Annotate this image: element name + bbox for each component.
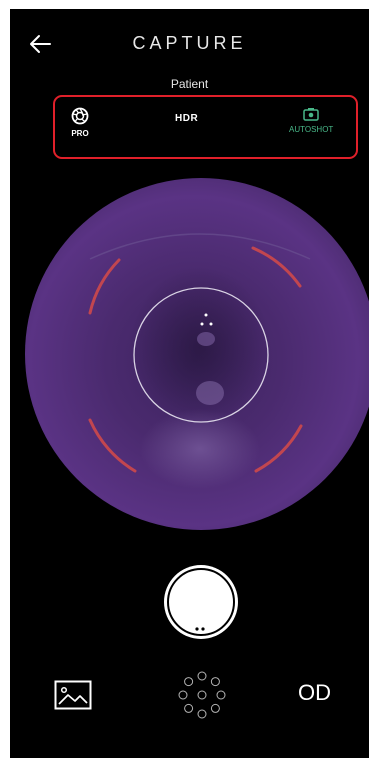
- aperture-icon: [71, 107, 89, 125]
- arrow-left-icon: [30, 35, 51, 53]
- fixation-target-button[interactable]: [174, 667, 230, 723]
- camera-icon: [303, 108, 319, 121]
- page-title: CAPTURE: [132, 33, 247, 53]
- hdr-mode-label: HDR: [175, 113, 199, 124]
- camera-preview: [25, 178, 369, 530]
- shutter-button[interactable]: [161, 562, 241, 642]
- pro-mode-label: PRO: [71, 129, 89, 138]
- hdr-mode-button[interactable]: HDR: [175, 113, 198, 124]
- fundus-image: [25, 178, 369, 530]
- image-icon: [54, 680, 92, 710]
- capture-mode-bar: PRO HDR AUTOSHOT: [53, 95, 358, 159]
- back-button[interactable]: [28, 33, 54, 55]
- gallery-button[interactable]: [54, 680, 92, 710]
- focus-target-ring: [133, 287, 269, 423]
- pro-mode-button[interactable]: PRO: [71, 107, 89, 138]
- autoshot-mode-label: AUTOSHOT: [289, 125, 334, 134]
- alignment-guide-arcs: [88, 246, 303, 473]
- capture-screen: CAPTURE Patient PRO HDR AUTOSHOT: [10, 9, 369, 758]
- shutter-icon: [164, 565, 238, 639]
- illumination-spots: [200, 313, 213, 326]
- eye-selector[interactable]: OD: [298, 680, 331, 705]
- patient-label: Patient: [170, 77, 209, 91]
- fixation-dots-icon: [178, 671, 226, 719]
- autoshot-mode-button[interactable]: AUTOSHOT: [289, 107, 333, 134]
